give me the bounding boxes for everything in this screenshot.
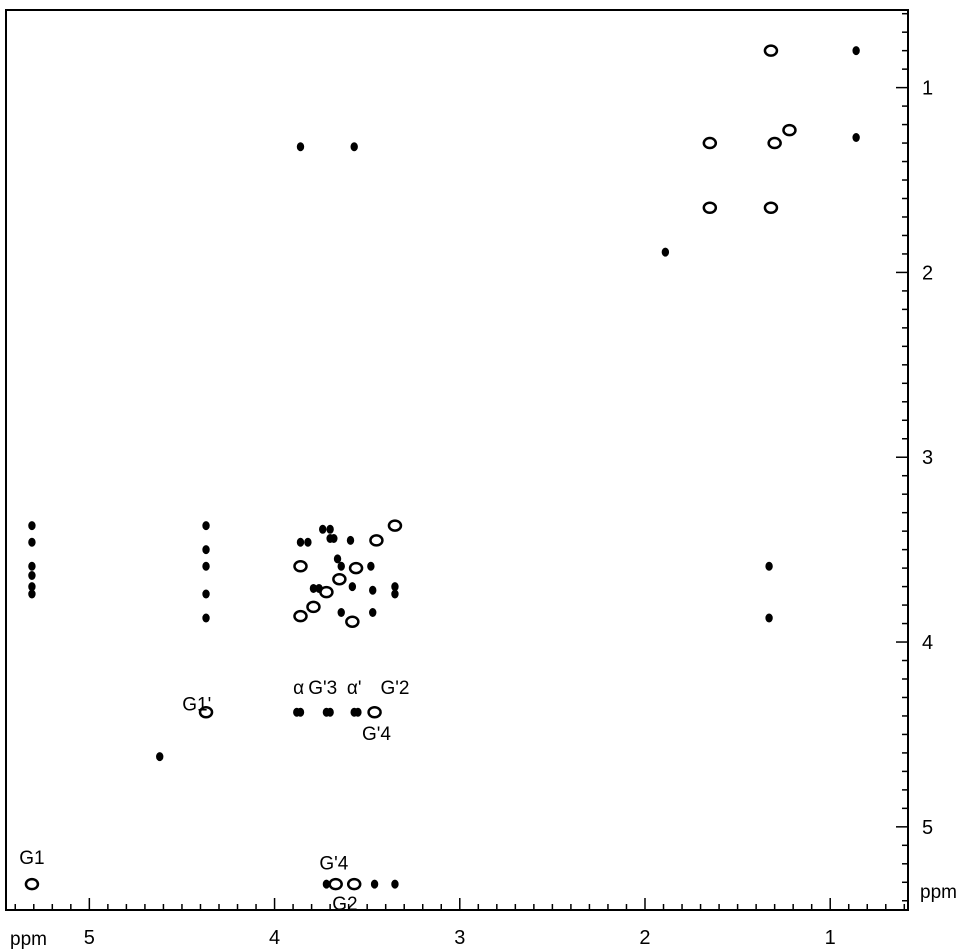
cross-peak-filled [852, 133, 860, 143]
cross-peak-filled [370, 879, 379, 889]
x-tick-label: 2 [639, 927, 650, 949]
cross-peak-contour [293, 560, 308, 573]
cross-peak-filled [202, 521, 210, 531]
cross-peak-contour [198, 706, 214, 719]
peak-annotation: α [293, 678, 304, 699]
cross-peak-filled [296, 142, 305, 152]
cross-peak-contour [332, 572, 347, 586]
cross-peak-filled [296, 537, 305, 547]
x-tick-label: 1 [825, 927, 836, 949]
cross-peak-filled [319, 524, 327, 534]
x-axis-unit-label: ppm [10, 929, 47, 950]
cross-peak-filled [661, 247, 670, 257]
cross-peak-filled [346, 535, 355, 545]
peak-annotation: G2 [332, 894, 357, 915]
cross-peak-filled [367, 561, 375, 571]
cross-peak-filled [28, 589, 36, 599]
cross-peak-filled [202, 561, 210, 571]
peak-annotation: G1' [182, 694, 211, 715]
y-axis-ticks: 1 2 3 4 5 [896, 12, 933, 902]
cross-peak-filled [369, 585, 377, 595]
cross-peak-filled [156, 752, 164, 762]
cross-peak-contour [763, 201, 779, 214]
peak-annotation: G1 [19, 848, 44, 869]
peak-annotations: G1 G1' α G'3 α' G'2 G'4 G'4 G2 [19, 678, 409, 915]
cross-peak-filled [330, 534, 338, 544]
y-tick-label: 3 [922, 447, 933, 469]
peak-annotation: α' [347, 678, 362, 699]
y-tick-label: 2 [922, 262, 933, 284]
cross-peak-contour [328, 877, 343, 891]
cross-peak-filled [322, 879, 331, 889]
cross-peak-contour [306, 600, 321, 614]
cross-peak-filled [28, 521, 36, 531]
cross-peak-filled [28, 571, 36, 581]
cross-peak-filled [202, 613, 210, 623]
cross-peaks [24, 44, 860, 891]
cross-peak-filled [391, 589, 399, 599]
cross-peak-contour [367, 706, 382, 719]
peak-annotation: G'4 [319, 853, 348, 874]
cross-peak-contour [763, 44, 779, 57]
cross-peak-filled [391, 582, 399, 592]
cross-peak-contour [782, 123, 797, 137]
y-tick-label: 1 [922, 78, 933, 100]
cross-peak-contour [24, 877, 40, 891]
cross-peak-contour [387, 519, 403, 532]
x-axis-ticks: 5 4 3 2 1 [14, 898, 906, 949]
x-tick-label: 3 [454, 927, 465, 949]
cross-peak-filled [202, 545, 210, 555]
cross-peak-filled [333, 554, 342, 564]
cross-peak-filled [765, 613, 773, 623]
cross-peak-filled [354, 707, 362, 717]
cross-peak-filled [765, 561, 773, 571]
x-tick-label: 5 [84, 927, 95, 949]
cross-peak-filled [852, 46, 860, 56]
peak-annotation: G'2 [380, 678, 409, 699]
x-tick-label: 4 [269, 927, 280, 949]
cross-peak-filled [28, 582, 36, 592]
cross-peak-contour [345, 615, 360, 628]
plot-frame [5, 9, 909, 911]
y-tick-label: 4 [922, 632, 933, 654]
cross-peak-filled [326, 707, 334, 717]
cross-peak-filled [337, 561, 345, 571]
cross-peak-filled [348, 582, 357, 592]
cross-peak-filled [326, 524, 334, 534]
cross-peak-contour [702, 136, 718, 150]
cross-peak-filled [315, 583, 323, 593]
cross-peak-contour [767, 136, 782, 150]
peak-annotation: G'4 [362, 724, 391, 745]
cross-peak-filled [28, 537, 36, 547]
cross-peak-filled [296, 707, 305, 717]
cross-peak-contour [293, 609, 308, 623]
cross-peak-filled [337, 607, 345, 617]
cross-peak-contour [369, 534, 384, 547]
peak-annotation: G'3 [308, 678, 337, 699]
y-tick-label: 5 [922, 817, 933, 839]
cross-peak-contour [346, 877, 362, 891]
cross-peak-filled [304, 537, 312, 547]
y-axis-unit-label: ppm [920, 882, 957, 903]
cross-peak-filled [369, 607, 377, 617]
cross-peak-filled [28, 561, 36, 571]
cross-peak-filled [391, 879, 399, 889]
cross-peak-contour [702, 201, 718, 214]
cross-peak-filled [350, 142, 358, 152]
cross-peak-filled [202, 589, 210, 599]
cross-peak-contour [348, 561, 364, 575]
